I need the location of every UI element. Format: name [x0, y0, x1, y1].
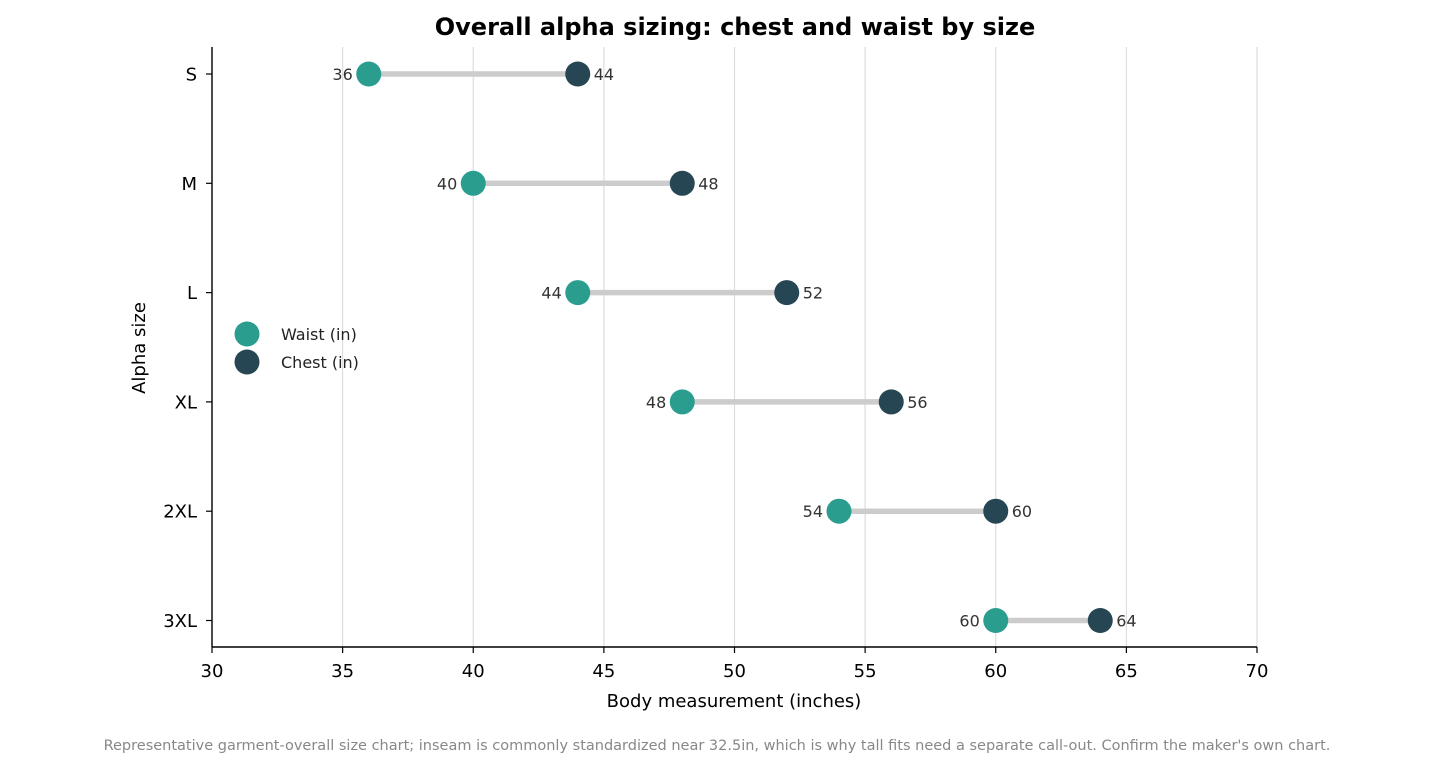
axes: 30 35 40 45 50 55 60 65 70 S M L XL 2XL 3XL	[163, 47, 1268, 682]
chart-title: Overall alpha sizing: chest and waist by…	[435, 13, 1036, 41]
waist-value-label: 44	[541, 284, 561, 303]
y-axis-label: Alpha size	[129, 302, 150, 394]
y-tick-label: 3XL	[163, 611, 197, 632]
waist-value-label: 36	[332, 65, 352, 84]
y-tick-label: M	[181, 174, 197, 195]
chest-point	[774, 280, 800, 306]
waist-point	[356, 61, 382, 87]
chest-value-label: 56	[907, 393, 927, 412]
x-tick-label: 45	[592, 661, 615, 682]
legend-label: Chest (in)	[281, 353, 359, 372]
y-tick-label: S	[186, 65, 197, 86]
x-tick-label: 40	[462, 661, 485, 682]
x-tick-label: 60	[984, 661, 1007, 682]
footnote: Representative garment-overall size char…	[104, 738, 1331, 754]
connectors	[368, 71, 1101, 624]
waist-point	[826, 498, 852, 524]
waist-point	[565, 280, 591, 306]
chest-point	[878, 389, 904, 415]
x-tick-label: 65	[1115, 661, 1138, 682]
chest-value-label: 44	[594, 65, 614, 84]
legend: Waist (in) Chest (in)	[234, 321, 359, 375]
waist-value-label: 54	[803, 502, 823, 521]
chest-value-label: 48	[698, 174, 718, 193]
chest-point	[669, 170, 695, 196]
legend-marker	[234, 349, 260, 375]
chest-value-label: 64	[1116, 612, 1136, 631]
waist-point	[983, 608, 1009, 633]
legend-label: Waist (in)	[281, 325, 357, 344]
x-tick-label: 30	[201, 661, 224, 682]
legend-marker	[234, 321, 260, 347]
gridlines	[342, 47, 1258, 647]
waist-value-label: 48	[646, 393, 666, 412]
chest-point	[1087, 608, 1113, 633]
x-tick-label: 55	[854, 661, 877, 682]
x-tick-label: 50	[723, 661, 746, 682]
chest-value-label: 60	[1012, 502, 1032, 521]
waist-point	[669, 389, 695, 415]
waist-value-label: 60	[959, 612, 979, 631]
y-tick-label: 2XL	[163, 502, 197, 523]
x-tick-label: 35	[331, 661, 354, 682]
y-tick-label: XL	[175, 392, 197, 413]
y-tick-label: L	[187, 283, 197, 304]
chest-point	[565, 61, 591, 87]
x-axis-label: Body measurement (inches)	[607, 691, 862, 712]
waist-value-label: 40	[437, 174, 457, 193]
data-points	[356, 61, 1113, 633]
x-tick-label: 70	[1246, 661, 1269, 682]
data-labels: 36 44 40 48 44 52 48 56 54 60 60 64	[332, 65, 1136, 631]
waist-point	[460, 170, 486, 196]
chest-point	[983, 498, 1009, 524]
chest-value-label: 52	[803, 284, 823, 303]
